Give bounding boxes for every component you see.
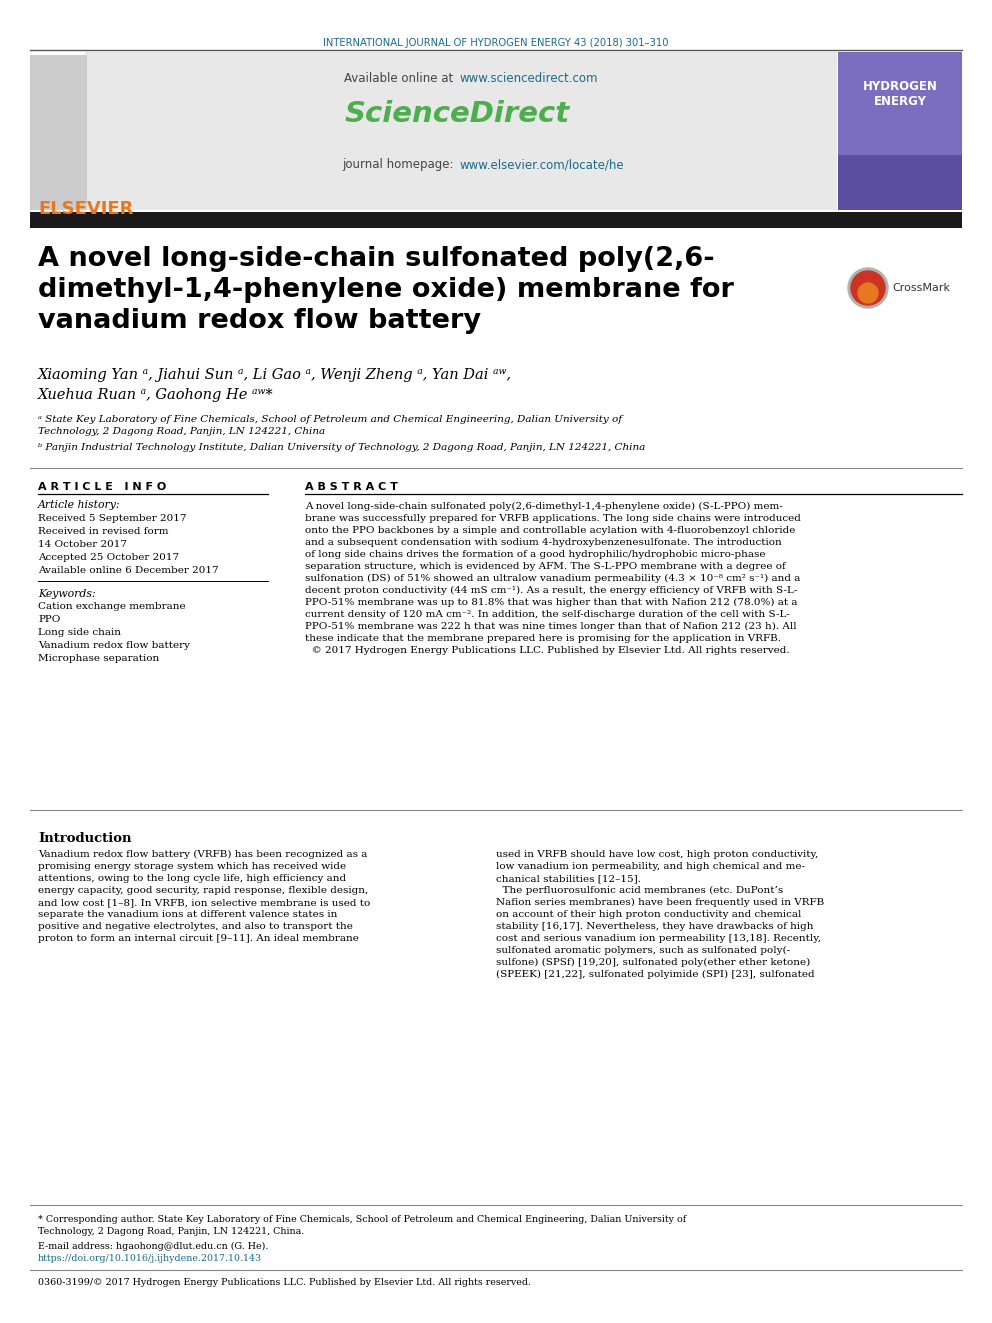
Bar [85, 52, 837, 210]
Text: E-mail address: hgaohong@dlut.edu.cn (G. He).: E-mail address: hgaohong@dlut.edu.cn (G.… [38, 1242, 269, 1252]
Text: used in VRFB should have low cost, high proton conductivity,
low vanadium ion pe: used in VRFB should have low cost, high … [496, 849, 824, 979]
Text: Article history:: Article history: [38, 500, 120, 509]
Text: PPO: PPO [38, 615, 61, 624]
Text: Vanadium redox flow battery (VRFB) has been recognized as a
promising energy sto: Vanadium redox flow battery (VRFB) has b… [38, 849, 370, 943]
Bar [838, 52, 962, 155]
Text: Available online 6 December 2017: Available online 6 December 2017 [38, 566, 218, 576]
Circle shape [848, 269, 888, 308]
Text: CrossMark: CrossMark [892, 283, 950, 292]
Text: HYDROGEN
ENERGY: HYDROGEN ENERGY [863, 79, 937, 108]
Text: www.sciencedirect.com: www.sciencedirect.com [460, 71, 598, 85]
Bar [30, 212, 962, 228]
Text: ScienceDirect: ScienceDirect [344, 101, 569, 128]
Text: A R T I C L E   I N F O: A R T I C L E I N F O [38, 482, 167, 492]
Circle shape [851, 271, 885, 306]
Text: Vanadium redox flow battery: Vanadium redox flow battery [38, 642, 190, 650]
Bar [30, 56, 87, 210]
Text: Long side chain: Long side chain [38, 628, 121, 636]
Text: 14 October 2017: 14 October 2017 [38, 540, 127, 549]
Circle shape [858, 283, 878, 303]
Text: Received in revised form: Received in revised form [38, 527, 169, 536]
Text: Xiaoming Yan ᵃ, Jiahui Sun ᵃ, Li Gao ᵃ, Wenji Zheng ᵃ, Yan Dai ᵃʷ,
Xuehua Ruan ᵃ: Xiaoming Yan ᵃ, Jiahui Sun ᵃ, Li Gao ᵃ, … [38, 368, 512, 402]
Bar [838, 52, 962, 210]
Text: A novel long-side-chain sulfonated poly(2,6-dimethyl-1,4-phenylene oxide) (S-L-P: A novel long-side-chain sulfonated poly(… [305, 501, 801, 655]
Text: A novel long-side-chain sulfonated poly(2,6-
dimethyl-1,4-phenylene oxide) membr: A novel long-side-chain sulfonated poly(… [38, 246, 734, 333]
Text: www.elsevier.com/locate/he: www.elsevier.com/locate/he [460, 157, 625, 171]
Text: ELSEVIER: ELSEVIER [38, 200, 133, 218]
Text: journal homepage:: journal homepage: [342, 157, 457, 171]
Text: Microphase separation: Microphase separation [38, 654, 160, 663]
Text: 0360-3199/© 2017 Hydrogen Energy Publications LLC. Published by Elsevier Ltd. Al: 0360-3199/© 2017 Hydrogen Energy Publica… [38, 1278, 531, 1287]
Text: * Corresponding author. State Key Laboratory of Fine Chemicals, School of Petrol: * Corresponding author. State Key Labora… [38, 1215, 686, 1236]
Text: Accepted 25 October 2017: Accepted 25 October 2017 [38, 553, 180, 562]
Text: Keywords:: Keywords: [38, 589, 95, 599]
Text: Cation exchange membrane: Cation exchange membrane [38, 602, 186, 611]
Text: https://doi.org/10.1016/j.ijhydene.2017.10.143: https://doi.org/10.1016/j.ijhydene.2017.… [38, 1254, 262, 1263]
Text: Received 5 September 2017: Received 5 September 2017 [38, 515, 186, 523]
Text: ᵃ State Key Laboratory of Fine Chemicals, School of Petroleum and Chemical Engin: ᵃ State Key Laboratory of Fine Chemicals… [38, 415, 622, 435]
Text: A B S T R A C T: A B S T R A C T [305, 482, 398, 492]
Text: Introduction: Introduction [38, 832, 132, 845]
Text: INTERNATIONAL JOURNAL OF HYDROGEN ENERGY 43 (2018) 301–310: INTERNATIONAL JOURNAL OF HYDROGEN ENERGY… [323, 38, 669, 48]
Text: Available online at: Available online at [344, 71, 457, 85]
Text: ᵇ Panjin Industrial Technology Institute, Dalian University of Technology, 2 Dag: ᵇ Panjin Industrial Technology Institute… [38, 443, 645, 452]
